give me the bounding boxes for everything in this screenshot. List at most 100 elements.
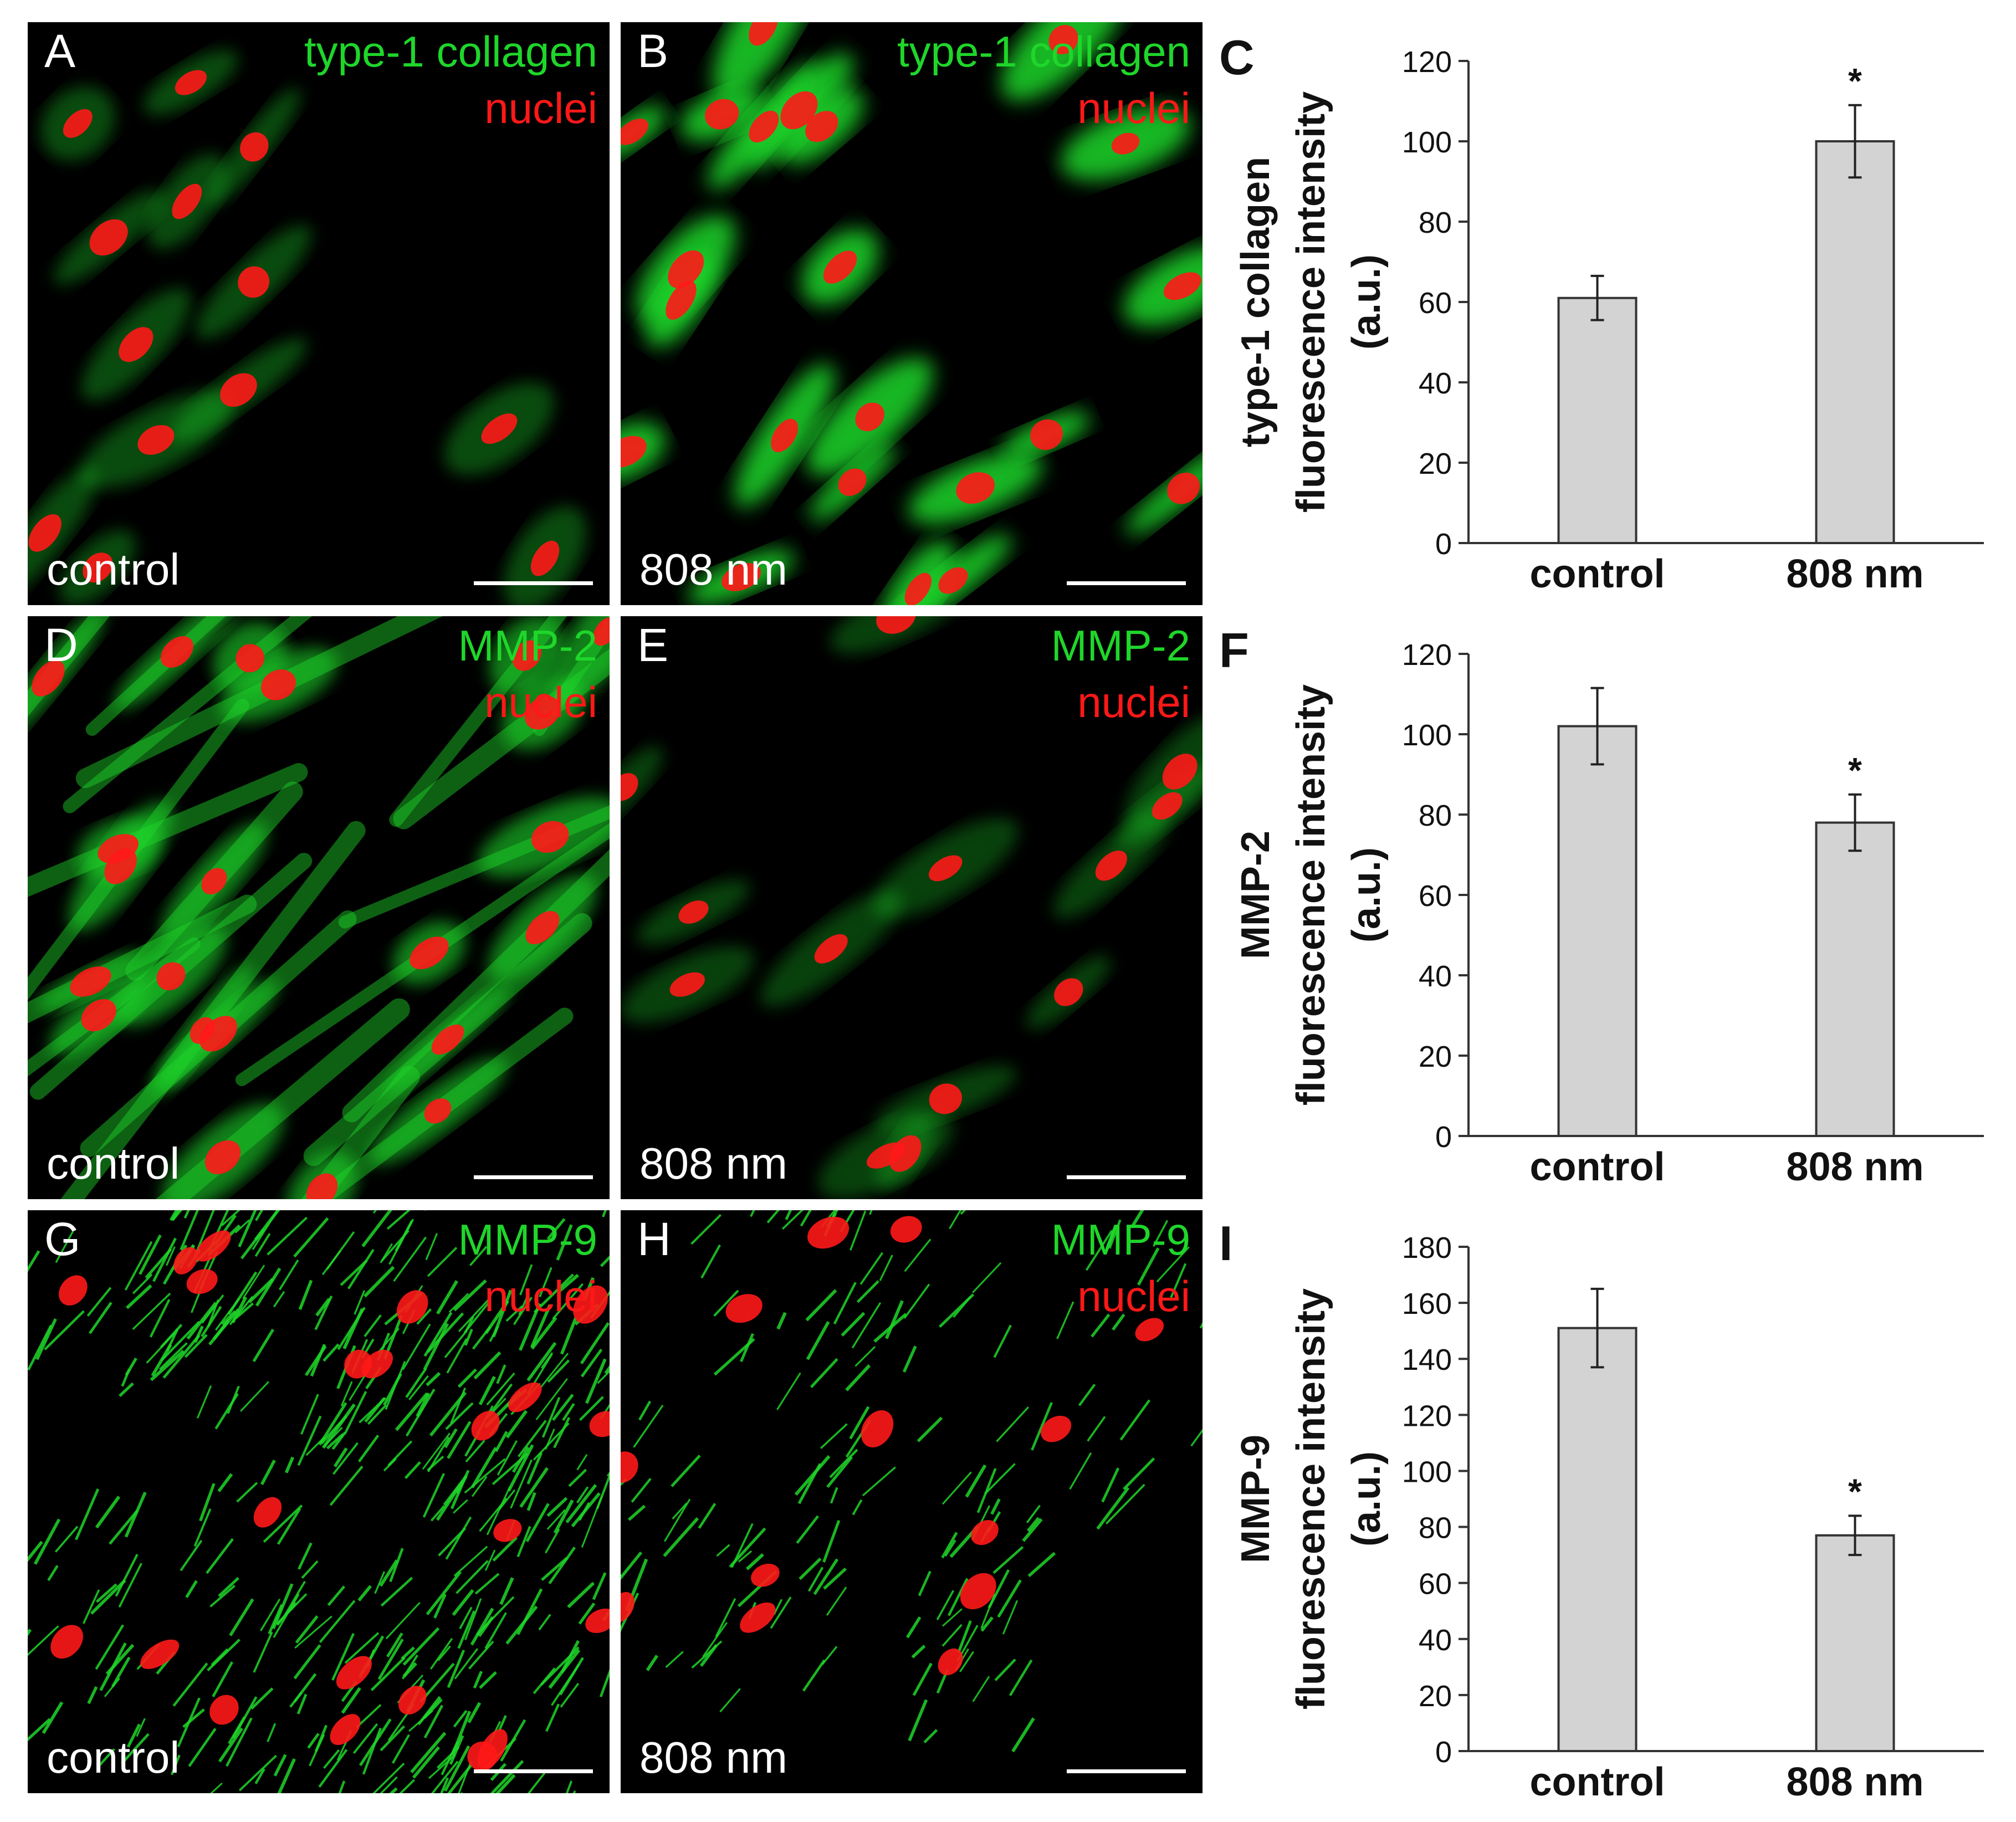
nucleus xyxy=(861,1410,894,1447)
y-tick-label: 140 xyxy=(1402,1343,1452,1376)
fiber xyxy=(526,1492,536,1511)
fiber xyxy=(139,1234,162,1275)
fiber xyxy=(772,1599,783,1615)
fiber xyxy=(599,1669,610,1697)
fiber xyxy=(1190,1429,1203,1447)
fiber xyxy=(416,1392,431,1417)
nucleus xyxy=(838,468,867,496)
nucleus xyxy=(431,1024,464,1055)
fiber xyxy=(55,1227,76,1263)
fiber xyxy=(273,1291,285,1308)
fiber xyxy=(1031,1402,1053,1451)
fiber xyxy=(423,1323,449,1370)
fiber xyxy=(90,1579,126,1615)
fiber xyxy=(663,1517,699,1557)
micrograph-panel-d: D MMP-2 nuclei control xyxy=(28,616,610,1199)
fiber xyxy=(580,1322,610,1365)
panel-label: H xyxy=(637,1213,671,1265)
fiber xyxy=(516,1526,531,1558)
bar xyxy=(1557,725,1638,1137)
fiber xyxy=(499,1577,514,1605)
y-tick-label: 0 xyxy=(1435,1736,1452,1769)
fiber xyxy=(458,1760,472,1793)
nucleus xyxy=(396,1290,428,1324)
stain-label: MMP-9 xyxy=(458,1215,597,1264)
fiber xyxy=(845,1364,871,1391)
nucleus xyxy=(669,972,705,997)
fiber xyxy=(911,1645,926,1659)
nucleus xyxy=(889,1135,922,1172)
fiber xyxy=(993,1324,1012,1358)
fiber xyxy=(592,1572,607,1600)
fiber xyxy=(496,1364,506,1384)
fiber xyxy=(745,1553,764,1570)
fiber xyxy=(1105,1483,1145,1525)
nucleus xyxy=(344,1349,372,1379)
nucleus xyxy=(722,563,761,591)
scale-bar xyxy=(1067,1769,1186,1773)
fiber xyxy=(431,1760,459,1793)
fiber xyxy=(183,1210,190,1219)
y-axis-label: fluorescence intensity xyxy=(1289,684,1333,1106)
nucleus xyxy=(814,934,848,964)
fiber xyxy=(472,1476,488,1497)
fiber xyxy=(1056,1301,1074,1339)
fiber xyxy=(1026,1504,1041,1523)
fiber xyxy=(451,1711,472,1756)
fiber xyxy=(822,1519,841,1563)
fiber xyxy=(323,1343,340,1362)
panel-label: D xyxy=(44,619,78,671)
fiber xyxy=(957,1620,972,1654)
micrograph-panel-a: A type-1 collagen nuclei control xyxy=(28,22,610,605)
fiber xyxy=(465,1440,485,1463)
fiber xyxy=(318,1749,348,1788)
fiber xyxy=(479,1497,508,1532)
nucleus xyxy=(156,962,186,991)
nucleus xyxy=(530,540,560,576)
y-axis-label: fluorescence intensity xyxy=(1289,1288,1333,1710)
fiber xyxy=(800,1210,812,1227)
nucleus xyxy=(209,1695,239,1725)
micrograph-panel-b: B type-1 collagen nuclei 808 nm xyxy=(621,22,1203,605)
fiber xyxy=(427,1436,450,1472)
stain-label: MMP-2 xyxy=(1051,621,1190,670)
fiber xyxy=(298,1280,313,1311)
fiber xyxy=(380,1725,405,1752)
fiber xyxy=(444,1428,458,1449)
fiber xyxy=(627,1504,646,1521)
fiber xyxy=(254,1768,265,1784)
fiber xyxy=(430,1504,446,1522)
fiber xyxy=(949,1210,962,1230)
fiber xyxy=(596,1472,610,1509)
fiber xyxy=(229,1598,254,1636)
fiber xyxy=(210,1782,223,1793)
fiber xyxy=(597,1370,610,1384)
fiber xyxy=(638,1400,652,1421)
stain-label: type-1 collagen xyxy=(897,27,1190,76)
fiber xyxy=(359,1397,387,1424)
fiber xyxy=(298,1542,313,1570)
fiber xyxy=(810,1358,838,1388)
y-axis-label: (a.u.) xyxy=(1344,254,1389,350)
fiber xyxy=(445,1402,474,1430)
fiber xyxy=(1156,1246,1190,1283)
fiber xyxy=(602,1210,607,1217)
fiber xyxy=(252,1210,279,1250)
fiber xyxy=(567,1582,595,1609)
fiber xyxy=(252,1328,274,1363)
fiber xyxy=(254,1233,271,1257)
y-tick-label: 180 xyxy=(1402,1231,1452,1265)
fiber xyxy=(631,1478,652,1503)
y-tick-label: 20 xyxy=(1419,1040,1452,1073)
fiber xyxy=(580,1348,603,1378)
fiber xyxy=(942,1471,972,1505)
fiber xyxy=(217,1473,233,1492)
fiber xyxy=(1137,1247,1160,1286)
nucleus xyxy=(119,327,153,362)
nucleus xyxy=(705,99,739,130)
stain-label: MMP-9 xyxy=(1051,1215,1190,1264)
fiber xyxy=(459,1606,473,1629)
fiber xyxy=(377,1638,404,1680)
fiber xyxy=(560,1317,577,1355)
fiber xyxy=(941,1532,958,1559)
